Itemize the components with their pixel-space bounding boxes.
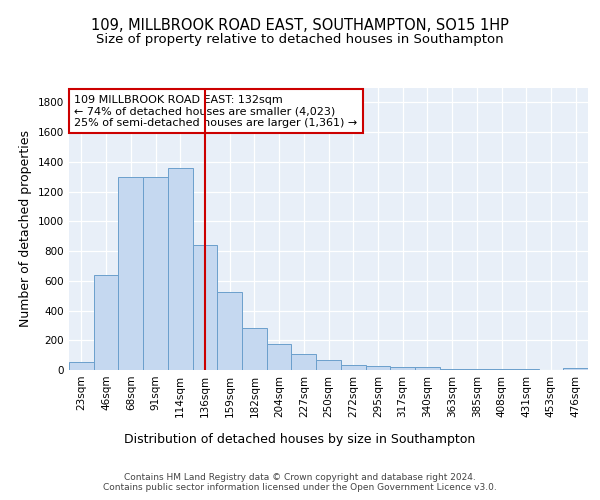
Text: 109 MILLBROOK ROAD EAST: 132sqm
← 74% of detached houses are smaller (4,023)
25%: 109 MILLBROOK ROAD EAST: 132sqm ← 74% of… [74,94,358,128]
Y-axis label: Number of detached properties: Number of detached properties [19,130,32,327]
Bar [193,245,217,370]
Bar [168,168,193,370]
Bar [267,344,292,370]
Bar [440,369,464,370]
Bar [143,176,168,370]
Bar [292,354,316,370]
Bar [217,292,242,370]
Bar [464,369,489,370]
Bar [390,367,415,370]
Bar [341,365,365,370]
Text: 109, MILLBROOK ROAD EAST, SOUTHAMPTON, SO15 1HP: 109, MILLBROOK ROAD EAST, SOUTHAMPTON, S… [91,18,509,32]
Bar [94,275,118,370]
Bar [118,176,143,370]
Bar [415,367,440,370]
Text: Size of property relative to detached houses in Southampton: Size of property relative to detached ho… [96,32,504,46]
Bar [69,362,94,370]
Text: Contains HM Land Registry data © Crown copyright and database right 2024.
Contai: Contains HM Land Registry data © Crown c… [103,472,497,492]
Bar [316,360,341,370]
Bar [242,328,267,370]
Bar [365,366,390,370]
Bar [563,368,588,370]
Text: Distribution of detached houses by size in Southampton: Distribution of detached houses by size … [124,432,476,446]
